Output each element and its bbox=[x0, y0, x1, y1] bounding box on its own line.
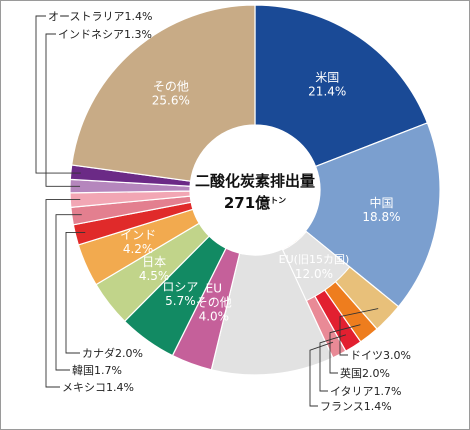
slice-outside-label: インドネシア1.3% bbox=[58, 28, 152, 41]
slice-name-label: 英国 bbox=[340, 366, 362, 380]
pie-slice-eu15-band bbox=[282, 230, 351, 302]
center-total: 271億トン bbox=[224, 194, 286, 212]
slice-name-label: インドネシア bbox=[58, 28, 124, 41]
slice-outside-label: メキシコ1.4% bbox=[62, 381, 134, 394]
slice-value-label: 4.0% bbox=[199, 310, 230, 324]
slice-outside-label: フランス1.4% bbox=[320, 400, 392, 413]
leader-line bbox=[55, 214, 82, 371]
slice-value-label: 25.6% bbox=[152, 94, 190, 108]
slice-name-label: オーストラリア bbox=[48, 10, 124, 23]
slice-name-label: ドイツ bbox=[350, 349, 383, 362]
slice-name-label: ロシア bbox=[162, 280, 198, 294]
pie-slice bbox=[254, 4, 429, 168]
slice-name-label: インド bbox=[120, 228, 156, 242]
slice-outside-label: オーストラリア1.4% bbox=[48, 10, 152, 23]
slice-name-label: 日本 bbox=[142, 255, 166, 269]
slice-value-label: 21.4% bbox=[308, 84, 346, 98]
slice-value-label: 5.7% bbox=[165, 294, 196, 308]
slice-name-label: 中国 bbox=[369, 195, 393, 210]
center-total-unit: トン bbox=[270, 196, 286, 205]
slice-value-label: 2.0% bbox=[362, 367, 390, 380]
slice-outside-label: 韓国1.7% bbox=[72, 364, 122, 377]
leader-line bbox=[65, 232, 86, 354]
slice-name-label: EU(旧15カ国) bbox=[279, 253, 350, 266]
slice-name-label: イタリア bbox=[330, 385, 374, 398]
slice-name-label: 米国 bbox=[315, 70, 339, 84]
leader-line bbox=[35, 15, 81, 174]
slice-name-label: 韓国 bbox=[72, 364, 94, 377]
pie-slice bbox=[304, 122, 441, 308]
slice-name-label: その他 bbox=[153, 80, 189, 94]
leader-line bbox=[309, 341, 334, 407]
leader-line bbox=[45, 199, 81, 388]
leader-line bbox=[319, 334, 347, 392]
slice-value-label: 2.0% bbox=[115, 347, 143, 360]
slice-value-label: 3.0% bbox=[383, 349, 411, 362]
slice-value-label: 1.7% bbox=[94, 364, 122, 377]
leader-line bbox=[339, 308, 379, 356]
slice-name-label: その他 bbox=[196, 296, 232, 310]
center-title: 二酸化炭素排出量 bbox=[195, 172, 315, 190]
leader-line bbox=[329, 324, 361, 374]
slice-name-label: EU bbox=[206, 282, 222, 296]
slice-outside-label: ドイツ3.0% bbox=[350, 349, 411, 362]
slice-value-label: 4.5% bbox=[139, 269, 170, 283]
slice-outside-label: カナダ2.0% bbox=[82, 346, 143, 360]
slice-outside-label: 英国2.0% bbox=[340, 366, 390, 380]
slice-name-label: フランス bbox=[320, 400, 364, 413]
slice-name-label: カナダ bbox=[82, 346, 115, 360]
slice-value-label: 1.4% bbox=[364, 400, 392, 413]
pie-slice bbox=[71, 4, 256, 182]
slice-outside-label: イタリア1.7% bbox=[330, 385, 402, 398]
slice-value-label: 18.8% bbox=[362, 210, 400, 224]
slice-name-label: メキシコ bbox=[62, 381, 106, 394]
slice-value-label: 12.0% bbox=[295, 267, 333, 281]
leader-line bbox=[45, 33, 81, 187]
slice-value-label: 1.4% bbox=[106, 381, 134, 394]
slice-value-label: 1.7% bbox=[374, 385, 402, 398]
center-total-value: 271億 bbox=[224, 194, 270, 212]
slice-value-label: 1.3% bbox=[124, 28, 152, 41]
slice-value-label: 1.4% bbox=[124, 10, 152, 23]
slice-value-label: 4.2% bbox=[123, 242, 154, 256]
